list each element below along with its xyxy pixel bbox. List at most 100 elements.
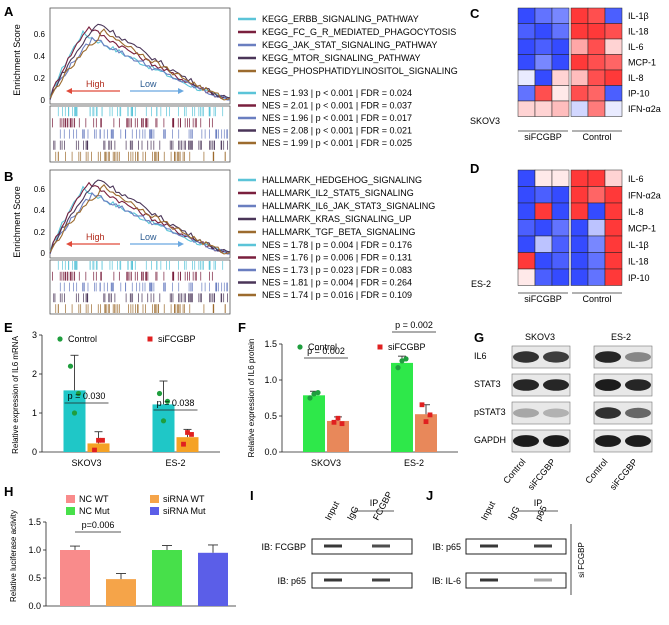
heat-cell xyxy=(587,186,606,204)
heat-row-label: IP-10 xyxy=(628,273,650,283)
heat-cell xyxy=(587,268,606,286)
heat-cell xyxy=(551,38,570,55)
a-legend: KEGG_ERBB_SIGNALING_PATHWAY KEGG_FC_G_R_M… xyxy=(238,14,458,76)
data-point xyxy=(423,419,429,425)
panel-label-j: J xyxy=(426,488,433,503)
heat-cell xyxy=(604,69,623,86)
g-header-es2: ES-2 xyxy=(611,332,631,342)
heat-cell xyxy=(570,7,589,24)
blot-band xyxy=(595,407,621,419)
heat-cell xyxy=(587,38,606,55)
legend-pathway: KEGG_JAK_STAT_SIGNALING_PATHWAY xyxy=(262,40,437,50)
legend-swatch xyxy=(66,495,75,503)
es-curve xyxy=(49,181,231,255)
blot-band xyxy=(543,351,569,363)
legend-label: NC WT xyxy=(79,494,109,504)
legend-pathway: KEGG_MTOR_SIGNALING_PATHWAY xyxy=(262,53,421,63)
panel-label-b: B xyxy=(4,169,13,184)
p-value: p = 0.038 xyxy=(157,398,195,408)
heat-cell xyxy=(517,252,536,270)
p-value: p = 0.002 xyxy=(307,346,345,356)
ib-label: IB: IL-6 xyxy=(432,576,461,586)
heat-cell xyxy=(570,219,589,237)
heat-cell xyxy=(604,169,623,187)
heat-row-label: IFN-α2a xyxy=(628,190,661,200)
heat-cell xyxy=(604,85,623,102)
b-ytick: 0 xyxy=(41,249,46,258)
ib-label: IB: FCGBP xyxy=(261,542,306,552)
ib-label: IB: p65 xyxy=(432,542,461,552)
p-value: p=0.006 xyxy=(82,520,115,530)
blot-band xyxy=(625,379,651,391)
bar xyxy=(303,395,325,452)
y-tick-label: 0.5 xyxy=(264,411,277,421)
heat-cell xyxy=(517,100,536,117)
heat-cell xyxy=(517,85,536,102)
heat-cell xyxy=(534,219,553,237)
b-ytick: 0.4 xyxy=(34,206,46,215)
heat-cell xyxy=(604,100,623,117)
heat-cell xyxy=(604,235,623,253)
y-tick-label: 1.0 xyxy=(28,545,41,555)
heat-cell xyxy=(517,202,536,220)
heat-cell xyxy=(604,54,623,71)
bar xyxy=(415,414,437,452)
heat-cell xyxy=(517,169,536,187)
blot-band xyxy=(625,435,651,447)
j-ip-label: IP xyxy=(534,498,543,508)
x-tick-label: SKOV3 xyxy=(71,458,101,468)
es-curve xyxy=(49,28,231,101)
heat-cell xyxy=(534,100,553,117)
heat-cell xyxy=(570,186,589,204)
heat-cell xyxy=(587,202,606,220)
heat-row-label: IL-1β xyxy=(628,11,649,21)
legend-label: siFCGBP xyxy=(388,342,426,352)
heat-cell xyxy=(570,38,589,55)
heat-row-label: IL-6 xyxy=(628,174,644,184)
lane-label: Input xyxy=(479,499,497,522)
b-high-label: High xyxy=(86,232,105,242)
a-ytick: 0.6 xyxy=(34,30,46,39)
es-curve xyxy=(49,183,231,255)
heat-cell xyxy=(517,268,536,286)
blot-band xyxy=(372,544,390,548)
panel-label-g: G xyxy=(474,330,484,345)
es-curve xyxy=(49,191,230,255)
heat-row-label: IP-10 xyxy=(628,89,650,99)
heat-cell xyxy=(570,69,589,86)
blot-membrane xyxy=(311,538,413,555)
heat-cell xyxy=(570,202,589,220)
heat-cell xyxy=(587,235,606,253)
heat-row-label: IL-18 xyxy=(628,256,649,266)
heat-cell xyxy=(587,54,606,71)
heat-cell xyxy=(551,100,570,117)
nes-stat: NES = 1.74 | p = 0.016 | FDR = 0.109 xyxy=(262,290,412,300)
data-point xyxy=(335,415,341,421)
y-tick-label: 0 xyxy=(32,447,37,457)
b-legend: HALLMARK_HEDGEHOG_SIGNALING HALLMARK_IL2_… xyxy=(238,175,435,237)
nes-stat: NES = 1.76 | p = 0.006 | FDR = 0.131 xyxy=(262,253,412,263)
legend-marker xyxy=(377,344,383,350)
b-yticks: 0.6 0.4 0.2 0 xyxy=(34,185,46,258)
b-ytick: 0.2 xyxy=(34,228,46,237)
heat-cell xyxy=(517,235,536,253)
heat-cell xyxy=(517,54,536,71)
x-tick-label: SKOV3 xyxy=(311,458,341,468)
blot-band xyxy=(324,544,342,548)
data-point xyxy=(331,419,337,425)
a-hit-rows xyxy=(52,107,228,161)
legend-swatch xyxy=(150,495,159,503)
b-hit-rows xyxy=(52,261,228,313)
legend-pathway: HALLMARK_TGF_BETA_SIGNALING xyxy=(262,227,415,237)
data-point xyxy=(164,398,171,404)
heat-row-label: IL-1β xyxy=(628,240,649,250)
legend-marker xyxy=(297,344,303,350)
data-point xyxy=(395,365,401,371)
x-tick-label: ES-2 xyxy=(165,458,185,468)
data-point xyxy=(71,410,78,416)
legend-label: siRNA WT xyxy=(163,494,205,504)
a-ytick: 0.4 xyxy=(34,52,46,61)
heat-cell xyxy=(570,235,589,253)
